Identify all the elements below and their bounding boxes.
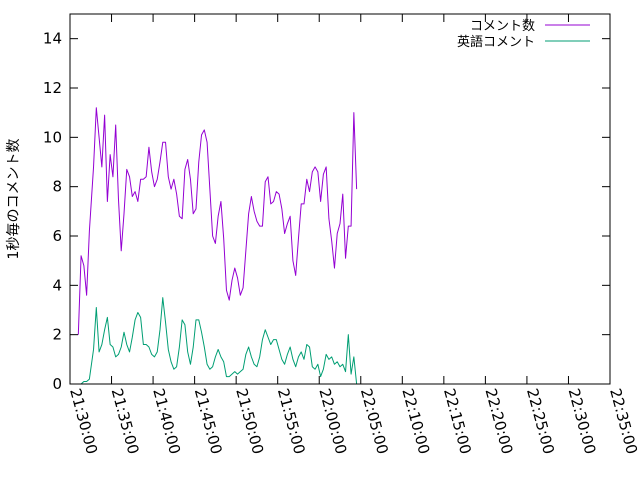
y-tick-label: 10: [43, 128, 62, 146]
x-tick-label: 21:40:00: [149, 386, 184, 456]
legend-label: コメント数: [470, 19, 535, 34]
y-tick-label: 12: [43, 79, 62, 97]
series-group: [77, 107, 358, 385]
y-axis-title: 1秒毎のコメント数: [6, 139, 22, 260]
y-tick-label: 8: [52, 178, 62, 196]
x-tick-label: 22:10:00: [398, 386, 433, 456]
series-line-2: [78, 297, 358, 385]
y-tick-label: 2: [52, 326, 62, 344]
x-tick-label: 22:25:00: [523, 386, 558, 456]
x-tick-label: 21:55:00: [274, 386, 309, 456]
series-line-1: [77, 107, 358, 335]
x-tick-label: 22:35:00: [606, 386, 640, 456]
x-tick-label: 22:05:00: [357, 386, 392, 456]
y-tick-label: 4: [52, 276, 62, 294]
x-tick-label: 22:30:00: [565, 386, 600, 456]
y-tick-label: 0: [52, 375, 62, 393]
x-tick-label: 22:20:00: [482, 386, 517, 456]
x-tick-label: 21:50:00: [232, 386, 267, 456]
y-tick-label: 14: [43, 30, 62, 48]
x-tick-label: 22:15:00: [440, 386, 475, 456]
x-tick-label: 22:00:00: [315, 386, 350, 456]
axes: 0 2 4 6 8 10 12 14 21:30:00 21:35:00 21:40:00 21:45…: [43, 14, 640, 456]
x-tick-label: 21:35:00: [108, 386, 143, 456]
plot-frame: [69, 13, 611, 385]
legend-label: 英語コメント: [457, 34, 535, 50]
x-tick-label: 21:30:00: [66, 386, 101, 456]
x-tick-label: 21:45:00: [191, 386, 226, 456]
y-tick-label: 6: [52, 227, 62, 245]
